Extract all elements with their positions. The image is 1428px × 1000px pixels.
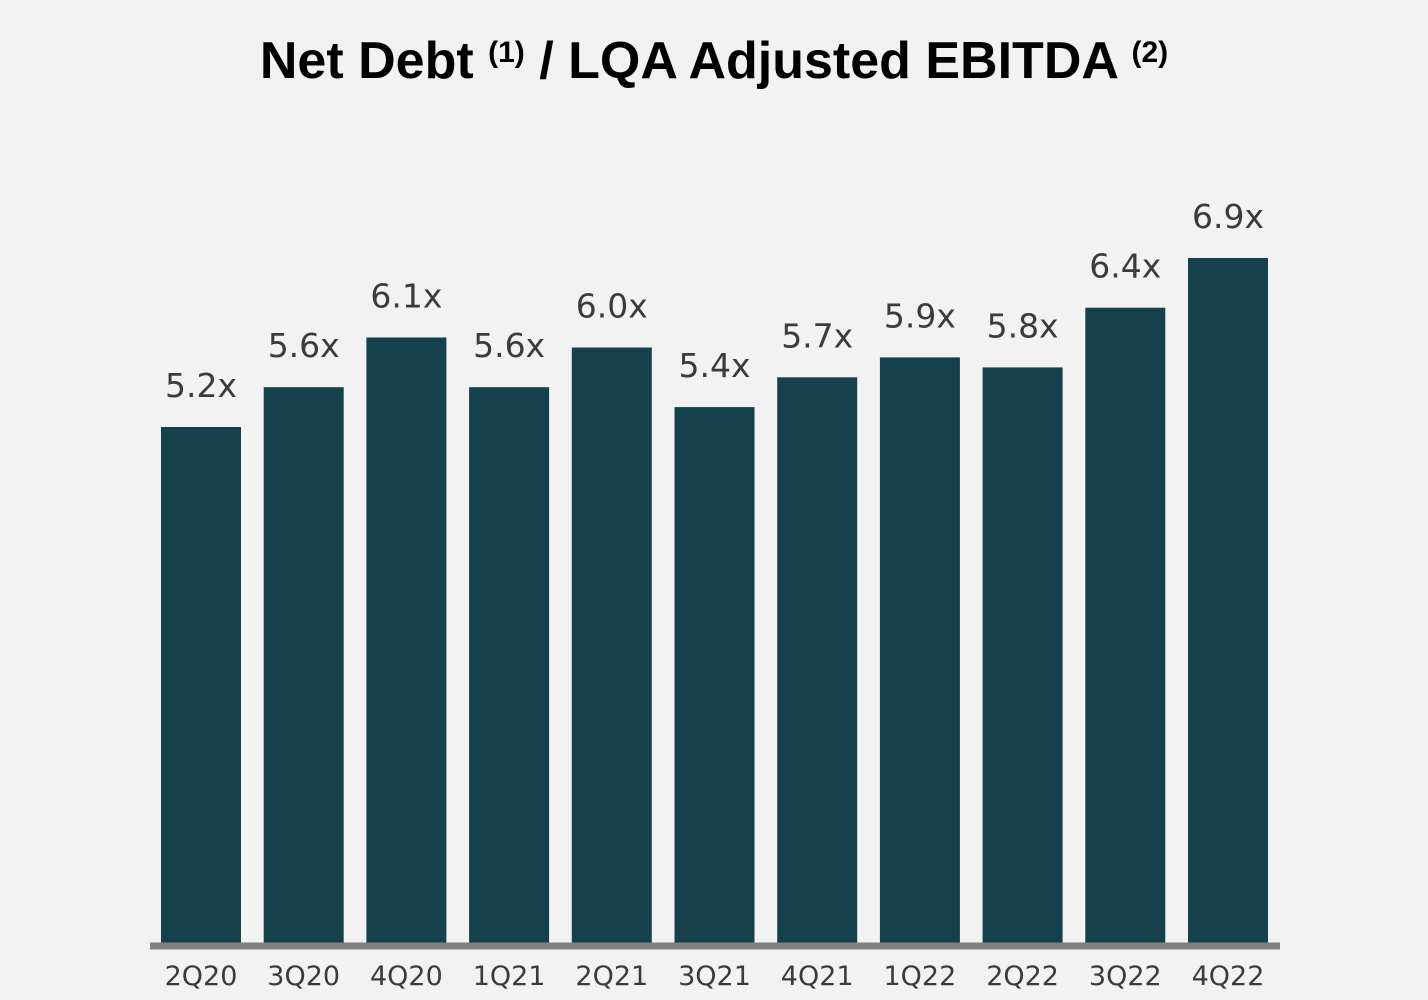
category-label-2Q22: 2Q22	[986, 961, 1059, 992]
category-label-1Q21: 1Q21	[473, 961, 546, 992]
bar-2Q20	[161, 427, 241, 944]
bar-3Q22	[1085, 307, 1166, 944]
bar-2Q21	[571, 347, 652, 944]
chart-title-main: Net Debt	[259, 32, 489, 90]
value-labels-group: 5.2x 5.6x 6.1x 5.6x 6.0x 5.4x 5.7x 5.9x 5.8x 6.4x…	[165, 197, 1264, 405]
footnote-marker-2: (2)	[1131, 36, 1169, 69]
bar-3Q21	[674, 407, 755, 945]
data-label-4Q20: 6.1x	[370, 277, 442, 316]
category-label-4Q20: 4Q20	[370, 961, 443, 992]
bar-1Q22	[879, 357, 960, 944]
data-label-1Q22: 5.9x	[884, 296, 956, 335]
category-label-1Q22: 1Q22	[884, 961, 957, 992]
bars-group	[161, 258, 1268, 945]
bar-3Q20	[263, 387, 344, 944]
data-label-3Q22: 6.4x	[1089, 247, 1161, 286]
category-label-4Q21: 4Q21	[781, 961, 854, 992]
chart-title: Net Debt (1) / LQA Adjusted EBITDA (2)	[0, 26, 1428, 96]
bar-4Q21	[777, 377, 858, 944]
category-label-3Q22: 3Q22	[1089, 961, 1162, 992]
category-label-4Q22: 4Q22	[1192, 961, 1265, 992]
category-label-2Q21: 2Q21	[575, 961, 648, 992]
data-label-4Q21: 5.7x	[781, 316, 853, 355]
data-label-3Q21: 5.4x	[678, 346, 750, 385]
data-label-3Q20: 5.6x	[268, 326, 340, 365]
data-label-2Q21: 6.0x	[576, 287, 648, 326]
category-labels-group: 2Q20 3Q20 4Q20 1Q21 2Q21 3Q21 4Q21 1Q22 2Q22 3Q22…	[165, 961, 1265, 992]
chart-title-rest: / LQA Adjusted EBITDA	[524, 32, 1132, 90]
category-label-3Q21: 3Q21	[678, 961, 751, 992]
data-label-1Q21: 5.6x	[473, 326, 545, 365]
category-label-3Q20: 3Q20	[267, 961, 340, 992]
data-label-2Q22: 5.8x	[987, 306, 1059, 345]
category-label-2Q20: 2Q20	[165, 961, 238, 992]
bar-1Q21	[469, 387, 550, 944]
bar-2Q22	[982, 367, 1063, 944]
data-label-4Q22: 6.9x	[1192, 197, 1264, 236]
bar-4Q20	[366, 337, 447, 944]
footnote-marker-1: (1)	[488, 36, 525, 69]
bar-4Q22	[1188, 258, 1268, 944]
data-label-2Q20: 5.2x	[165, 366, 237, 405]
